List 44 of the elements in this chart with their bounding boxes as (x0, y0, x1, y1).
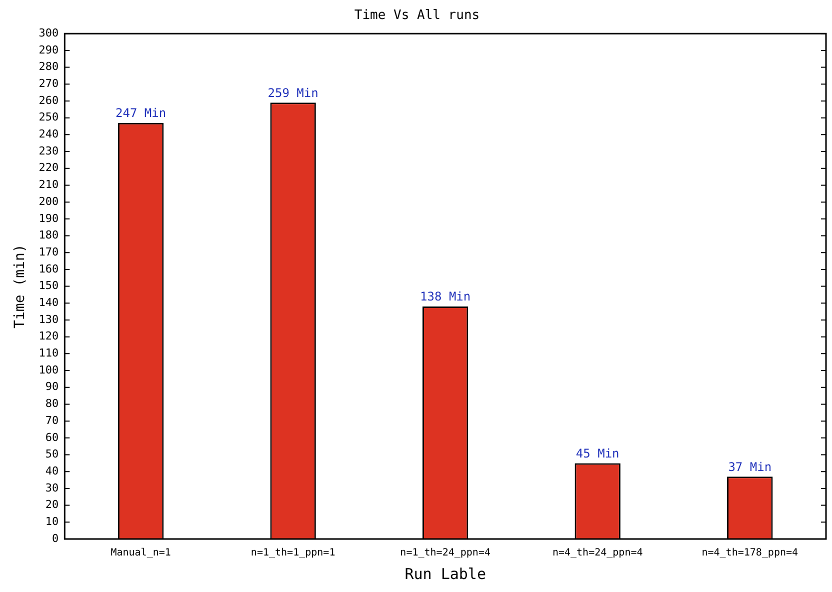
y-tick-label: 200 (38, 194, 59, 208)
y-tick-label: 160 (38, 262, 59, 276)
y-tick-label: 270 (38, 77, 59, 90)
y-tick-label: 10 (45, 515, 59, 528)
y-tick-label: 100 (38, 363, 59, 376)
data-label: 259 Min (268, 86, 318, 100)
y-tick-label: 0 (52, 532, 59, 545)
y-tick-label: 230 (38, 144, 59, 158)
y-tick-label: 120 (38, 330, 59, 343)
y-tick-label: 180 (38, 228, 59, 242)
data-label: 247 Min (116, 106, 166, 120)
y-tick-label: 70 (45, 414, 59, 427)
chart-title: Time Vs All runs (354, 8, 480, 24)
y-tick-label: 90 (45, 380, 59, 394)
y-tick-label: 190 (38, 212, 59, 225)
y-tick-label: 130 (38, 312, 59, 326)
x-tick-label: n=1_th=1_ppn=1 (250, 548, 336, 559)
data-label: 45 Min (576, 446, 620, 460)
y-tick-label: 300 (38, 26, 59, 40)
y-tick-label: 170 (38, 245, 59, 258)
y-tick-label: 220 (38, 161, 59, 174)
y-tick-label: 280 (38, 60, 59, 74)
y-tick-label: 80 (45, 397, 59, 410)
y-tick-label: 20 (45, 498, 59, 512)
data-label: 138 Min (420, 290, 471, 304)
y-tick-label: 260 (38, 94, 59, 107)
x-axis-title: Run Lable (404, 564, 486, 583)
y-tick-label: 210 (38, 178, 59, 192)
y-tick-label: 110 (38, 346, 59, 360)
data-label: 37 Min (728, 460, 772, 474)
x-tick-label: Manual_n=1 (110, 548, 171, 559)
x-tick-label: n=1_th=24_ppn=4 (400, 548, 490, 559)
y-tick-label: 60 (45, 430, 59, 444)
y-tick-label: 40 (45, 464, 59, 478)
x-tick-label: n=4_th=24_ppn=4 (552, 548, 643, 559)
y-tick-label: 30 (45, 481, 59, 494)
y-tick-label: 140 (38, 296, 59, 310)
y-axis-title: Time (min) (12, 244, 28, 328)
x-tick-label: n=4_th=178_ppn=4 (702, 548, 798, 559)
y-tick-label: 290 (38, 43, 59, 56)
y-tick-label: 50 (45, 448, 59, 461)
y-tick-label: 250 (38, 110, 59, 124)
y-tick-label: 150 (38, 279, 59, 292)
y-tick-label: 240 (38, 128, 59, 141)
